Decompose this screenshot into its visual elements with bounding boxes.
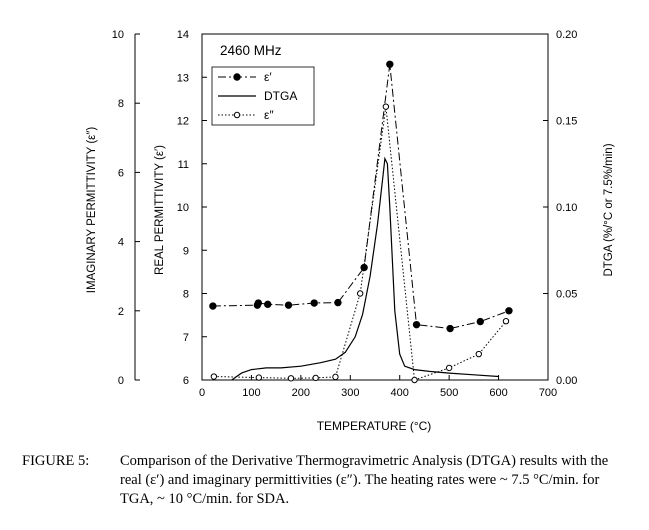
real-axis-tick-label: 14 <box>177 29 189 41</box>
real-axis-tick-label: 11 <box>178 159 189 171</box>
dtga-axis-tick-label: 0.20 <box>556 29 577 41</box>
real-axis-tick-label: 12 <box>177 116 189 128</box>
imaginary-permittivity-point <box>382 103 390 110</box>
real-axis-tick-label: 7 <box>183 332 189 344</box>
imaginary-permittivity-point <box>332 373 339 381</box>
imaginary-permittivity-point <box>255 374 263 381</box>
dtga-axis-tick-label: 0.10 <box>556 202 577 214</box>
imaginary-permittivity-point <box>475 350 482 358</box>
real-permittivity-point <box>446 324 454 333</box>
series-layer <box>209 60 513 384</box>
x-axis-title: TEMPERATURE (°C) <box>317 419 432 433</box>
chart: 0 2 4 6 8 10 6 7 8 9 10 11 12 13 14 0.00 0.05 0.10 0.15 0.2… <box>86 29 615 433</box>
imaginary-axis-tick-label: 10 <box>112 29 124 41</box>
real-permittivity-point <box>310 299 318 307</box>
plot-frame <box>134 33 549 381</box>
y-axis-title-imaginary: IMAGINARY PERMITTIVITY (ε″) <box>86 127 98 294</box>
legend-label-real: ε′ <box>264 70 272 84</box>
imaginary-axis-tick-label: 2 <box>118 306 124 318</box>
x-axis-tick-label: 100 <box>242 387 260 399</box>
legend-label-dtga: DTGA <box>264 89 297 103</box>
real-permittivity-point <box>334 298 342 307</box>
imaginary-axis-tick-label: 8 <box>118 98 124 110</box>
real-permittivity-point <box>505 307 513 315</box>
x-axis-tick-label: 600 <box>489 387 507 399</box>
imaginary-axis-tick-label: 0 <box>118 375 124 387</box>
caption-text: Comparison of the Derivative Thermogravi… <box>120 453 609 507</box>
axis-ticks: 0 2 4 6 8 10 6 7 8 9 10 11 12 13 14 0.00 0.05 0.10 0.15 0.2… <box>112 29 578 399</box>
imaginary-permittivity-point <box>411 376 418 384</box>
real-permittivity-point <box>254 299 263 307</box>
caption-label: FIGURE 5: <box>22 453 90 469</box>
real-permittivity-point <box>386 60 394 68</box>
real-axis-tick-label: 10 <box>177 202 189 214</box>
y-axis-title-dtga: DTGA (%/°C or 7.5%/min) <box>603 143 615 276</box>
x-axis-tick-label: 200 <box>292 387 310 399</box>
real-permittivity-point <box>284 301 293 309</box>
real-axis-tick-label: 6 <box>183 375 189 387</box>
imaginary-axis-tick-label: 4 <box>118 237 124 249</box>
real-permittivity-point <box>412 320 421 329</box>
x-axis-tick-label: 400 <box>391 387 409 399</box>
legend-samples <box>218 73 256 119</box>
dtga-line <box>231 156 499 381</box>
y-axis-title-real: REAL PERMITTIVITY (ε′) <box>154 145 166 275</box>
real-axis-tick-label: 9 <box>183 245 189 257</box>
imaginary-permittivity-line <box>213 106 507 381</box>
imaginary-permittivity-point <box>287 375 295 382</box>
real-axis-tick-label: 8 <box>183 289 189 301</box>
legend: ε′ DTGA ε″ <box>211 66 315 126</box>
real-permittivity-point <box>264 300 272 309</box>
imaginary-permittivity-point <box>312 374 319 382</box>
real-permittivity-point <box>209 302 217 310</box>
x-axis-tick-label: 700 <box>539 387 557 399</box>
legend-label-imag: ε″ <box>264 108 274 122</box>
frequency-label: 2460 MHz <box>220 43 282 58</box>
imaginary-axis-tick-label: 6 <box>118 167 124 179</box>
dtga-axis-tick-label: 0.05 <box>556 289 577 301</box>
x-axis-tick-label: 300 <box>341 387 359 399</box>
imaginary-permittivity-point <box>445 364 453 372</box>
x-axis-tick-label: 500 <box>440 387 458 399</box>
figure-caption: FIGURE 5: Comparison of the Derivative T… <box>22 452 632 509</box>
dtga-axis-tick-label: 0.00 <box>556 375 577 387</box>
x-axis-tick-label: 0 <box>199 387 205 399</box>
legend-marker-imag <box>233 111 241 119</box>
imaginary-permittivity-point <box>502 317 510 325</box>
real-axis-tick-label: 13 <box>177 72 189 84</box>
legend-marker-real <box>233 73 241 81</box>
dtga-axis-tick-label: 0.15 <box>556 116 577 128</box>
imaginary-permittivity-point <box>210 373 218 380</box>
real-permittivity-point <box>476 317 484 326</box>
imaginary-permittivity-point <box>356 290 364 297</box>
